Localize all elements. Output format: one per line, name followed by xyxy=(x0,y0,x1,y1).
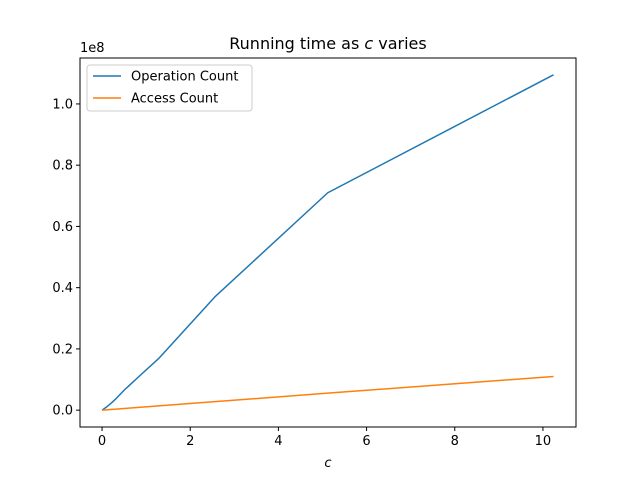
y-axis-ticks: 0.0 0.2 0.4 0.6 0.8 1.0 xyxy=(52,97,80,419)
y-tick-label: 0.2 xyxy=(52,342,73,357)
series-lines xyxy=(101,74,554,411)
y-tick-label: 0.8 xyxy=(52,159,73,174)
y-tick-label: 0.0 xyxy=(52,404,73,419)
legend-label-1: Access Count xyxy=(131,92,218,107)
legend-box xyxy=(86,64,253,112)
series-line-1 xyxy=(101,375,554,411)
series-line-0 xyxy=(101,74,554,411)
y-offset-label: 1e8 xyxy=(80,41,105,56)
x-tick-label: 0 xyxy=(98,434,106,449)
x-tick-label: 8 xyxy=(451,434,459,449)
y-tick-label: 1.0 xyxy=(52,97,73,112)
chart-title: Running time as c varies xyxy=(229,34,426,53)
plot-area-frame xyxy=(79,57,577,428)
x-axis-ticks: 0 2 4 6 8 10 xyxy=(98,427,551,449)
x-tick-label: 6 xyxy=(362,434,370,449)
x-tick-label: 2 xyxy=(186,434,194,449)
y-tick-label: 0.4 xyxy=(52,281,73,296)
x-tick-label: 10 xyxy=(535,434,552,449)
legend: Operation Count Access Count xyxy=(86,64,253,112)
x-axis-label: c xyxy=(324,456,331,471)
x-tick-label: 4 xyxy=(274,434,282,449)
y-tick-label: 0.6 xyxy=(52,220,73,235)
legend-label-0: Operation Count xyxy=(131,70,238,85)
